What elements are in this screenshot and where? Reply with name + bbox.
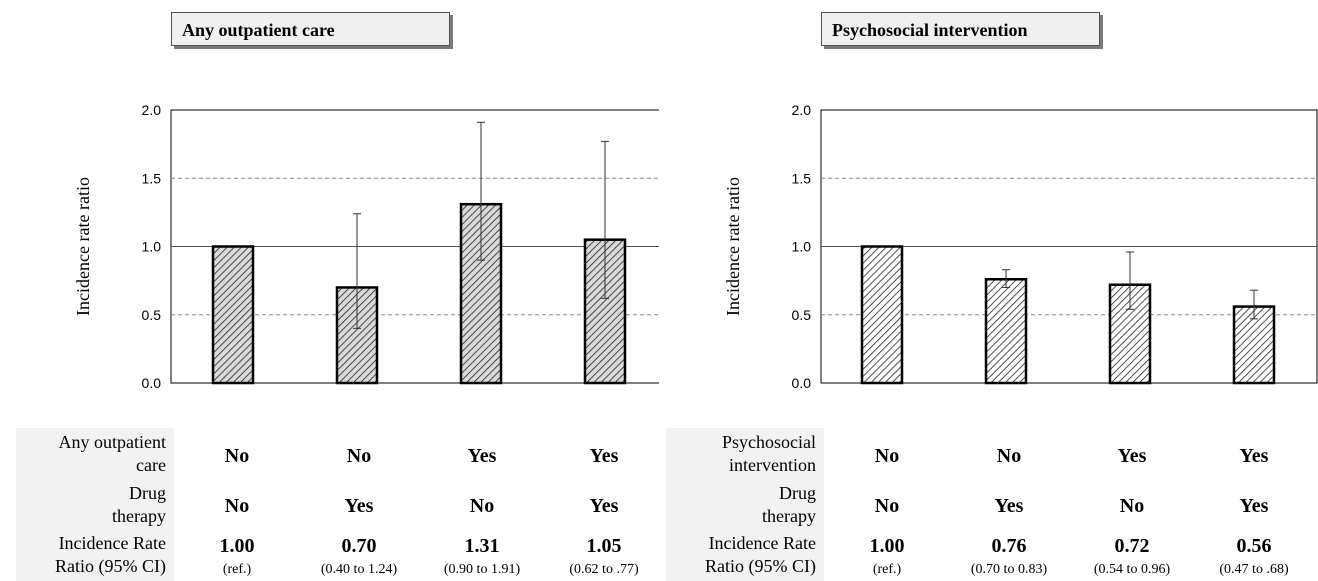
y-tick-label: 2.0 xyxy=(142,102,162,118)
row-label-column: Any outpatient care Drug therapy Incidence… xyxy=(16,428,174,581)
panel-psychosocial-intervention: Psychosocial intervention 0.0 0.5 1.0 1.5 2.… xyxy=(659,0,1318,581)
cell-drug: Yes xyxy=(994,495,1024,517)
bar xyxy=(335,286,379,385)
cell-exposure: No xyxy=(224,445,250,467)
cell-exposure: Yes xyxy=(467,445,497,467)
cell-ci: (0.90 to 1.91) xyxy=(443,562,521,577)
cell-ci: (ref.) xyxy=(872,562,902,577)
cell-drug: No xyxy=(469,495,495,517)
row-label-drug: Drug therapy xyxy=(762,483,816,526)
cell-drug: No xyxy=(224,495,250,517)
row-label-exposure: Any outpatient care xyxy=(58,432,166,475)
cell-exposure: No xyxy=(996,445,1022,467)
chart-title: Any outpatient care xyxy=(171,12,450,46)
cell-irr: 0.56 xyxy=(1236,535,1272,557)
summary-table: Any outpatient care Drug therapy Incidence… xyxy=(16,428,656,581)
cell-irr: 1.00 xyxy=(219,535,255,557)
y-tick-label: 1.0 xyxy=(792,239,812,255)
cell-drug: No xyxy=(1119,495,1145,517)
bar-chart-psychosocial-intervention: 0.0 0.5 1.0 1.5 2.0 Incidence rate ratio xyxy=(723,102,1318,391)
cell-irr: 1.00 xyxy=(869,535,905,557)
panel-any-outpatient-care: Any outpatient care 0.0 0.5 1.0 1.5 2.0 Incid… xyxy=(16,12,659,581)
cell-irr: 0.76 xyxy=(991,535,1027,557)
row-label-exposure: Psychosocial intervention xyxy=(722,432,816,475)
bar xyxy=(211,245,255,385)
cell-ci: (0.70 to 0.83) xyxy=(970,562,1048,577)
cell-drug: Yes xyxy=(1239,495,1269,517)
row-label-drug: Drug therapy xyxy=(112,483,166,526)
cell-exposure: No xyxy=(874,445,900,467)
cell-irr: 1.05 xyxy=(586,535,622,557)
cell-ci: (0.40 to 1.24) xyxy=(320,562,398,577)
row-label-irr: Incidence Rate Ratio (95% CI) xyxy=(705,533,816,576)
cell-exposure: Yes xyxy=(589,445,619,467)
y-tick-label: 1.5 xyxy=(792,170,812,186)
cell-drug: No xyxy=(874,495,900,517)
y-tick-label: 1.5 xyxy=(142,170,162,186)
y-axis-label: Incidence rate ratio xyxy=(723,177,743,316)
cell-drug: Yes xyxy=(344,495,374,517)
row-label-column: Psychosocial intervention Drug therapy Inc… xyxy=(666,428,824,581)
row-label-irr: Incidence Rate Ratio (95% CI) xyxy=(55,533,166,576)
cell-irr: 1.31 xyxy=(464,535,500,557)
cell-exposure: Yes xyxy=(1117,445,1147,467)
y-tick-label: 0.0 xyxy=(792,375,812,391)
y-tick-label: 0.0 xyxy=(142,375,162,391)
summary-table: Psychosocial intervention Drug therapy Inc… xyxy=(666,428,1316,581)
cell-irr: 0.70 xyxy=(341,535,377,557)
y-tick-label: 1.0 xyxy=(142,239,162,255)
bar-chart-any-outpatient-care: 0.0 0.5 1.0 1.5 2.0 Incidence rate ratio xyxy=(73,102,659,391)
cell-ci: (0.54 to 0.96) xyxy=(1093,562,1171,577)
cell-ci: (0.62 to .77) xyxy=(569,562,639,577)
chart-title: Psychosocial intervention xyxy=(821,12,1100,46)
y-tick-label: 0.5 xyxy=(142,307,162,323)
y-tick-label: 2.0 xyxy=(792,102,812,118)
cell-exposure: Yes xyxy=(1239,445,1269,467)
y-axis-label: Incidence rate ratio xyxy=(73,177,93,316)
cell-irr: 0.72 xyxy=(1114,535,1150,557)
bar xyxy=(984,278,1028,385)
y-tick-label: 0.5 xyxy=(792,307,812,323)
bar xyxy=(860,245,904,385)
cell-ci: (ref.) xyxy=(222,562,252,577)
cell-ci: (0.47 to .68) xyxy=(1219,562,1289,577)
cell-exposure: No xyxy=(346,445,372,467)
cell-drug: Yes xyxy=(589,495,619,517)
